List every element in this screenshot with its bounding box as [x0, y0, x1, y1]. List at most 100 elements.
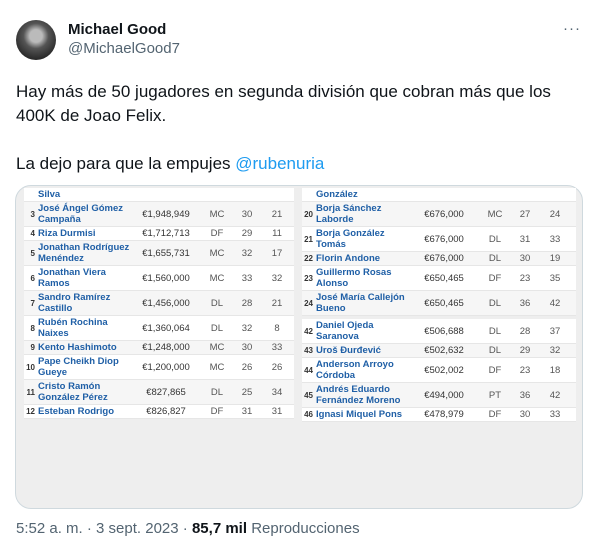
player-name-link[interactable]: Uroš Đurđević — [316, 345, 381, 356]
table-row: 11 Cristo Ramón González Pérez €827,865 DL 2… — [24, 380, 294, 405]
games-cell: 17 — [271, 247, 283, 259]
age-cell: 28 — [241, 297, 253, 309]
position-cell: MC — [209, 247, 225, 259]
rank-cell: 3 — [30, 209, 35, 219]
avatar[interactable] — [16, 20, 56, 60]
salary-cell: €1,248,000 — [142, 342, 190, 353]
position-cell: PT — [488, 389, 502, 401]
games-cell: 35 — [549, 272, 561, 284]
rank-cell: 12 — [26, 407, 35, 416]
position-cell: DF — [488, 409, 502, 420]
games-cell: 18 — [549, 364, 561, 376]
rank-cell: 24 — [304, 298, 313, 308]
rank-cell: 11 — [26, 387, 35, 397]
position-cell: DL — [210, 297, 224, 309]
rank-cell: 6 — [30, 273, 35, 283]
player-name-link[interactable]: Guillermo Rosas Alonso — [316, 267, 392, 289]
author-handle[interactable]: @MichaelGood7 — [68, 40, 180, 57]
rank-cell: 10 — [26, 362, 35, 372]
games-cell: 37 — [549, 325, 561, 337]
rank-cell: 44 — [304, 365, 313, 375]
views-label: Reproducciones — [251, 520, 360, 537]
salary-cell: €502,632 — [424, 345, 464, 356]
games-cell: 26 — [271, 361, 283, 373]
tweet-date[interactable]: 3 sept. 2023 — [96, 520, 179, 537]
games-cell: 32 — [271, 272, 283, 284]
age-cell: 27 — [519, 208, 531, 220]
salary-cell: €1,948,949 — [142, 208, 190, 220]
salary-cell: €1,655,731 — [142, 247, 190, 259]
rank-cell: 43 — [304, 346, 313, 355]
player-name-link[interactable]: Jonathan Viera Ramos — [38, 267, 106, 289]
salary-cell: €826,827 — [146, 406, 186, 417]
position-cell: DF — [210, 228, 224, 239]
player-name-link[interactable]: Andrés Eduardo Fernández Moreno — [316, 384, 401, 406]
salary-cell: €676,000 — [424, 233, 464, 245]
table-row: 42 Daniel Ojeda Saranova €506,688 DL 28 37 — [302, 319, 576, 344]
mention-link[interactable]: @rubenuria — [235, 154, 325, 173]
games-cell: 31 — [271, 406, 283, 417]
player-name-link[interactable]: Jonathan Rodríguez Menéndez — [38, 242, 130, 264]
salary-cell: €827,865 — [146, 386, 186, 398]
table-row: 24 José María Callejón Bueno €650,465 DL 36 4… — [302, 291, 576, 316]
games-cell: 8 — [274, 322, 280, 334]
age-cell: 28 — [519, 325, 531, 337]
position-cell: DL — [488, 297, 502, 309]
player-name-link[interactable]: Cristo Ramón González Pérez — [38, 381, 108, 403]
rank-cell: 46 — [304, 410, 313, 419]
games-cell: 33 — [549, 233, 561, 245]
position-cell: DL — [210, 386, 224, 398]
tweet-time[interactable]: 5:52 a. m. — [16, 520, 83, 537]
player-name-link[interactable]: Daniel Ojeda Saranova — [316, 320, 374, 342]
table-row: 46 Ignasi Miquel Pons €478,979 DF 30 33 — [302, 408, 576, 422]
player-name-link[interactable]: Anderson Arroyo Córdoba — [316, 359, 394, 381]
table-row: 4 Riza Durmisi €1,712,713 DF 29 11 — [24, 227, 294, 241]
player-name-link[interactable]: Esteban Rodrigo — [38, 406, 115, 417]
age-cell: 29 — [519, 345, 531, 356]
player-name-link[interactable]: Riza Durmisi — [38, 228, 96, 239]
rank-cell: 21 — [304, 234, 313, 244]
table-row: González — [302, 188, 576, 202]
player-name-link[interactable]: Rubén Rochina Naixes — [38, 317, 108, 339]
author-name[interactable]: Michael Good — [68, 21, 167, 38]
age-cell: 33 — [241, 272, 253, 284]
tweet-image[interactable]: Silva 3 José Ángel Gómez Campaña €1,948,949… — [15, 185, 583, 509]
more-horizontal-icon[interactable]: ··· — [563, 20, 581, 37]
table-row: 10 Pape Cheikh Diop Gueye €1,200,000 MC 26 26 — [24, 355, 294, 380]
player-name-link[interactable]: Silva — [38, 189, 61, 200]
table-row: 43 Uroš Đurđević €502,632 DL 29 32 — [302, 344, 576, 358]
rank-cell: 8 — [30, 323, 35, 333]
salary-cell: €1,712,713 — [142, 228, 190, 239]
player-name-link[interactable]: José Ángel Gómez Campaña — [38, 203, 123, 225]
salary-cell: €506,688 — [424, 325, 464, 337]
tweet-text-line: La dejo para que la empujes — [16, 154, 236, 173]
player-name-link[interactable]: Borja Sánchez Laborde — [316, 203, 382, 225]
view-count: 85,7 mil — [191, 520, 248, 537]
salary-cell: €1,560,000 — [142, 272, 190, 284]
table-row: 9 Kento Hashimoto €1,248,000 MC 30 33 — [24, 341, 294, 355]
position-cell: MC — [209, 361, 225, 373]
table-row: 20 Borja Sánchez Laborde €676,000 MC 27 24 — [302, 202, 576, 227]
player-name-link[interactable]: González — [316, 189, 358, 200]
age-cell: 31 — [519, 233, 531, 245]
player-name-link[interactable]: Ignasi Miquel Pons — [316, 409, 403, 420]
salary-cell: €1,360,064 — [142, 322, 190, 334]
player-name-link[interactable]: José María Callejón Bueno — [316, 292, 405, 314]
salary-cell: €1,456,000 — [142, 297, 190, 309]
player-name-link[interactable]: Kento Hashimoto — [38, 342, 117, 353]
player-name-link[interactable]: Florin Andone — [316, 253, 381, 264]
table-row: 44 Anderson Arroyo Córdoba €502,002 DF 23 18 — [302, 358, 576, 383]
position-cell: MC — [209, 272, 225, 284]
player-name-link[interactable]: Sandro Ramírez Castillo — [38, 292, 111, 314]
games-cell: 19 — [549, 253, 561, 264]
position-cell: DL — [488, 253, 502, 264]
age-cell: 30 — [519, 409, 531, 420]
table-row: 6 Jonathan Viera Ramos €1,560,000 MC 33 32 — [24, 266, 294, 291]
rank-cell: 9 — [30, 343, 35, 352]
position-cell: MC — [209, 208, 225, 220]
player-name-link[interactable]: Pape Cheikh Diop Gueye — [38, 356, 119, 378]
salary-cell: €1,200,000 — [142, 361, 190, 373]
player-name-link[interactable]: Borja González Tomás — [316, 228, 385, 250]
table-row: 7 Sandro Ramírez Castillo €1,456,000 DL 28 21 — [24, 291, 294, 316]
table-row: 12 Esteban Rodrigo €826,827 DF 31 31 — [24, 405, 294, 419]
